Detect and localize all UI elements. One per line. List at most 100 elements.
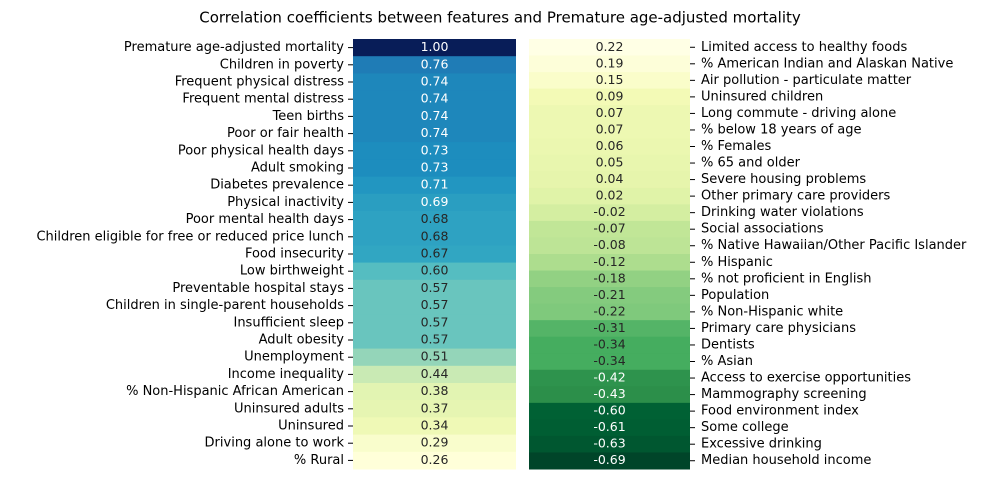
cell-label: 0.44 bbox=[421, 366, 449, 381]
y-tick-label: Premature age-adjusted mortality bbox=[124, 40, 344, 55]
heatmap-cell bbox=[529, 402, 690, 420]
cell-label: 0.73 bbox=[421, 160, 449, 175]
cell-label: 0.57 bbox=[421, 332, 449, 347]
heatmap-cell bbox=[529, 55, 690, 73]
cell-label: -0.22 bbox=[593, 303, 625, 318]
cell-label: 0.76 bbox=[421, 56, 449, 71]
heatmap-cell bbox=[529, 270, 690, 288]
cell-label: 0.74 bbox=[421, 91, 449, 106]
y-tick-label: Uninsured children bbox=[701, 89, 823, 104]
heatmap-cell bbox=[529, 39, 690, 57]
cell-label: 0.05 bbox=[596, 155, 624, 170]
heatmap-cell bbox=[353, 90, 516, 109]
y-tick-label: Excessive drinking bbox=[701, 437, 822, 452]
cell-label: -0.63 bbox=[593, 436, 625, 451]
heatmap-cell bbox=[529, 254, 690, 272]
heatmap-cell bbox=[353, 417, 516, 436]
heatmap-cell bbox=[353, 279, 516, 298]
cell-label: 0.29 bbox=[421, 435, 449, 450]
heatmap-cell bbox=[353, 297, 516, 315]
cell-label: 0.69 bbox=[421, 194, 449, 209]
heatmap-cell bbox=[529, 88, 690, 106]
y-tick-label: Diabetes prevalence bbox=[210, 178, 344, 193]
heatmap-cell bbox=[529, 121, 690, 139]
y-tick-label: Children in single-parent households bbox=[106, 298, 344, 313]
y-tick-label: Poor mental health days bbox=[186, 212, 345, 227]
cell-label: 0.34 bbox=[421, 418, 449, 433]
cell-label: 0.71 bbox=[421, 177, 449, 192]
y-tick-label: Primary care physicians bbox=[701, 321, 856, 336]
y-tick-label: % Non-Hispanic African American bbox=[126, 384, 344, 399]
heatmap-cell bbox=[529, 287, 690, 305]
cell-label: 0.09 bbox=[596, 88, 624, 103]
cell-label: 0.04 bbox=[596, 171, 624, 186]
cell-label: -0.34 bbox=[593, 353, 625, 368]
heatmap-cell bbox=[353, 245, 516, 264]
cell-label: -0.60 bbox=[593, 403, 625, 418]
heatmap-cell bbox=[529, 105, 690, 123]
y-tick-label: Frequent physical distress bbox=[175, 75, 345, 90]
y-tick-label: Limited access to healthy foods bbox=[701, 40, 907, 55]
cell-label: 0.38 bbox=[421, 383, 449, 398]
y-tick-label: Air pollution - particulate matter bbox=[701, 73, 912, 88]
cell-label: -0.18 bbox=[593, 270, 625, 285]
cell-label: 0.57 bbox=[421, 280, 449, 295]
y-tick-label: Other primary care providers bbox=[701, 189, 891, 204]
cell-label: 0.57 bbox=[421, 314, 449, 329]
y-tick-label: Adult smoking bbox=[251, 161, 344, 176]
heatmap-cell bbox=[529, 171, 690, 189]
y-tick-label: % 65 and older bbox=[701, 156, 801, 171]
heatmap-cell bbox=[353, 56, 516, 74]
y-tick-label: Physical inactivity bbox=[227, 195, 344, 210]
cell-label: -0.42 bbox=[593, 370, 625, 385]
heatmap-cell bbox=[529, 154, 690, 172]
y-tick-label: Children eligible for free or reduced pr… bbox=[36, 229, 344, 244]
heatmap-cell bbox=[353, 176, 516, 195]
y-tick-label: % American Indian and Alaskan Native bbox=[701, 56, 953, 71]
y-tick-label: Food insecurity bbox=[245, 247, 344, 262]
cell-label: 0.68 bbox=[421, 211, 449, 226]
heatmap-cell bbox=[353, 365, 516, 384]
y-tick-label: % Asian bbox=[701, 354, 753, 369]
y-tick-label: Preventable hospital stays bbox=[172, 281, 344, 296]
heatmap-cell bbox=[529, 452, 690, 470]
cell-label: -0.02 bbox=[593, 204, 625, 219]
chart-title: Correlation coefficients between feature… bbox=[199, 9, 801, 27]
heatmap-cell bbox=[353, 107, 516, 126]
y-tick-label: Population bbox=[701, 288, 769, 303]
y-tick-label: Social associations bbox=[701, 222, 824, 237]
cell-label: 0.60 bbox=[421, 263, 449, 278]
cell-label: 0.74 bbox=[421, 125, 449, 140]
y-tick-label: Adult obesity bbox=[259, 333, 345, 348]
y-tick-label: Long commute - driving alone bbox=[701, 106, 896, 121]
cell-label: -0.43 bbox=[593, 386, 625, 401]
heatmap-cell bbox=[529, 138, 690, 156]
heatmap-cell bbox=[529, 303, 690, 321]
y-tick-label: Low birthweight bbox=[240, 264, 344, 279]
y-tick-label: Food environment index bbox=[701, 404, 859, 419]
heatmap-cell bbox=[529, 187, 690, 205]
cell-label: 0.07 bbox=[596, 105, 624, 120]
y-tick-label: Unemployment bbox=[244, 350, 344, 365]
y-tick-label: % Females bbox=[701, 139, 771, 154]
heatmap-cell bbox=[353, 262, 516, 281]
cell-label: 0.07 bbox=[596, 121, 624, 136]
cell-label: -0.69 bbox=[593, 452, 625, 467]
y-tick-label: % Rural bbox=[294, 453, 344, 468]
y-tick-label: Dentists bbox=[701, 337, 755, 352]
cell-label: 0.67 bbox=[421, 246, 449, 261]
y-tick-label: Driving alone to work bbox=[205, 436, 345, 451]
y-tick-label: Poor or fair health bbox=[227, 126, 344, 141]
heatmap-cell bbox=[353, 434, 516, 453]
y-tick-label: Access to exercise opportunities bbox=[701, 371, 911, 386]
cell-label: -0.31 bbox=[593, 320, 625, 335]
y-tick-label: Median household income bbox=[701, 453, 871, 468]
heatmap-cell bbox=[353, 73, 516, 92]
y-tick-label: Frequent mental distress bbox=[182, 92, 344, 107]
y-tick-label: Some college bbox=[701, 420, 789, 435]
cell-label: 0.74 bbox=[421, 74, 449, 89]
cell-label: 0.73 bbox=[421, 142, 449, 157]
cell-label: -0.07 bbox=[593, 221, 625, 236]
y-tick-label: Uninsured bbox=[278, 419, 344, 434]
heatmap-cell bbox=[353, 400, 516, 418]
